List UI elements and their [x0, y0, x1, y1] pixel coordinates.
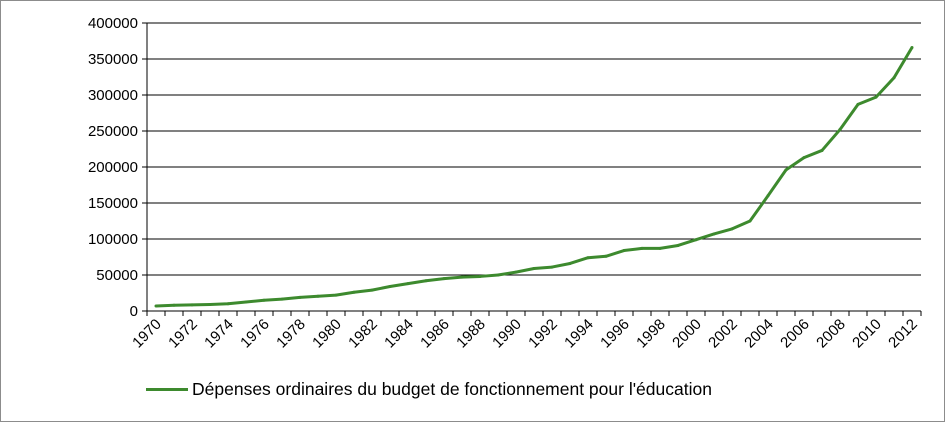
y-tick-label: 300000: [88, 87, 138, 104]
data-point: [262, 298, 266, 302]
x-tick-label: 1998: [633, 316, 669, 352]
data-point: [226, 302, 230, 306]
data-point: [316, 294, 320, 298]
data-point: [514, 270, 518, 274]
data-point: [766, 194, 770, 198]
data-point: [586, 256, 590, 260]
data-point: [424, 279, 428, 283]
data-point: [406, 282, 410, 286]
x-tick-label: 1978: [273, 316, 309, 352]
data-point: [208, 303, 212, 307]
y-tick-label: 200000: [88, 159, 138, 176]
x-tick-label: 1986: [417, 316, 453, 352]
data-point: [748, 219, 752, 223]
x-tick-label: 1990: [489, 316, 525, 352]
x-tick-label: 1992: [525, 316, 561, 352]
data-point: [460, 275, 464, 279]
data-point: [658, 246, 662, 250]
x-tick-label: 2012: [885, 316, 921, 352]
legend: Dépenses ordinaires du budget de fonctio…: [146, 379, 712, 400]
x-tick-label: 1982: [345, 316, 381, 352]
data-point: [388, 285, 392, 289]
data-point: [820, 148, 824, 152]
y-tick-label: 250000: [88, 123, 138, 140]
legend-swatch: [146, 388, 188, 391]
x-tick-label: 1996: [597, 316, 633, 352]
y-tick-label: 350000: [88, 51, 138, 68]
data-point: [280, 297, 284, 301]
y-tick-label: 400000: [88, 15, 138, 32]
x-tick-label: 1984: [381, 316, 417, 352]
data-point: [640, 246, 644, 250]
x-tick-label: 1974: [201, 316, 237, 352]
x-tick-label: 2010: [849, 316, 885, 352]
x-tick-label: 2004: [741, 316, 777, 352]
data-point: [298, 295, 302, 299]
legend-label: Dépenses ordinaires du budget de fonctio…: [192, 379, 712, 399]
data-point: [892, 76, 896, 80]
data-point: [190, 303, 194, 307]
data-point: [622, 249, 626, 253]
data-point: [154, 304, 158, 308]
x-tick-label: 1970: [129, 316, 165, 352]
data-point: [910, 45, 914, 49]
x-tick-label: 2008: [813, 316, 849, 352]
data-point: [856, 102, 860, 106]
x-tick-label: 2006: [777, 316, 813, 352]
data-point: [532, 267, 536, 271]
data-point: [172, 303, 176, 307]
data-point: [604, 254, 608, 258]
x-tick-label: 1994: [561, 316, 597, 352]
data-point: [568, 261, 572, 265]
data-point: [676, 243, 680, 247]
data-point: [694, 238, 698, 242]
y-tick-label: 100000: [88, 231, 138, 248]
data-point: [802, 156, 806, 160]
data-point: [244, 300, 248, 304]
data-point: [730, 227, 734, 231]
x-tick-label: 2002: [705, 316, 741, 352]
x-tick-label: 1988: [453, 316, 489, 352]
y-tick-label: 0: [130, 303, 138, 320]
x-tick-label: 2000: [669, 316, 705, 352]
data-point: [874, 95, 878, 99]
data-point: [496, 273, 500, 277]
data-point: [784, 168, 788, 172]
x-tick-label: 1980: [309, 316, 345, 352]
data-point: [838, 128, 842, 132]
data-point: [334, 293, 338, 297]
x-tick-label: 1976: [237, 316, 273, 352]
data-point: [478, 274, 482, 278]
x-tick-label: 1972: [165, 316, 201, 352]
data-point: [370, 288, 374, 292]
data-point: [442, 277, 446, 281]
data-point: [550, 265, 554, 269]
data-point: [352, 290, 356, 294]
y-tick-label: 150000: [88, 195, 138, 212]
data-point: [712, 232, 716, 236]
y-tick-label: 50000: [96, 267, 138, 284]
